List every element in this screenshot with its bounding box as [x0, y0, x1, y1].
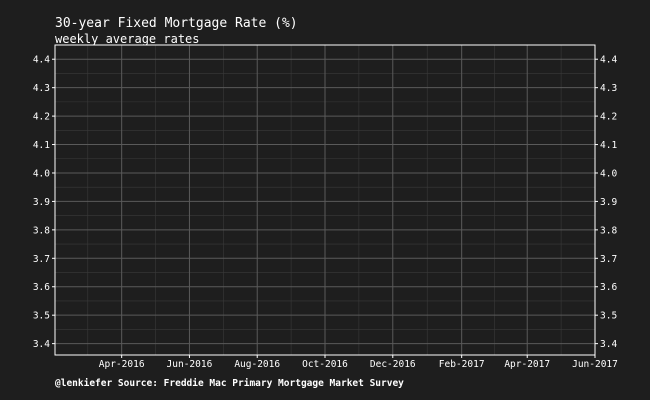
chart-title: 30-year Fixed Mortgage Rate (%): [55, 16, 298, 31]
y-tick-label-right: 3.9: [600, 197, 617, 208]
x-tick-label: Aug-2016: [234, 359, 280, 370]
y-tick-label-left: 3.9: [33, 197, 50, 208]
y-tick-label-right: 3.4: [600, 339, 617, 350]
y-tick-label-right: 4.4: [600, 55, 617, 66]
x-tick-label: Oct-2016: [302, 359, 348, 370]
x-tick-label: Dec-2016: [370, 359, 416, 370]
y-tick-label-left: 4.3: [33, 83, 50, 94]
x-tick-label: Feb-2017: [439, 359, 485, 370]
y-tick-label-left: 4.0: [33, 168, 50, 179]
y-tick-label-left: 3.6: [33, 282, 50, 293]
y-axis-left: 3.4 3.5 3.6 3.7 3.8 3.9 4.0 4.1 4.2 4.3 4.4: [33, 55, 55, 350]
y-tick-label-left: 3.4: [33, 339, 50, 350]
y-tick-label-right: 3.8: [600, 225, 617, 236]
y-tick-label-left: 4.2: [33, 112, 50, 123]
y-tick-label-left: 3.7: [33, 254, 50, 265]
major-gridlines: [55, 45, 596, 355]
y-tick-label-right: 3.5: [600, 311, 617, 322]
y-tick-label-left: 4.4: [33, 55, 50, 66]
x-tick-label: Apr-2017: [504, 359, 550, 370]
y-tick-label-right: 4.1: [600, 140, 617, 151]
y-tick-label-right: 4.2: [600, 112, 617, 123]
y-tick-label-right: 4.3: [600, 83, 617, 94]
y-tick-label-left: 4.1: [33, 140, 50, 151]
y-tick-label-right: 3.6: [600, 282, 617, 293]
x-tick-label: Apr-2016: [99, 359, 145, 370]
y-axis-right: 3.4 3.5 3.6 3.7 3.8 3.9 4.0 4.1 4.2 4.3 4.4: [595, 55, 617, 350]
y-tick-label-right: 4.0: [600, 168, 617, 179]
x-tick-label: Jun-2017: [572, 359, 618, 370]
chart-caption: @lenkiefer Source: Freddie Mac Primary M…: [55, 378, 404, 389]
y-tick-label-left: 3.8: [33, 225, 50, 236]
y-tick-label-right: 3.7: [600, 254, 617, 265]
y-tick-label-left: 3.5: [33, 311, 50, 322]
x-tick-label: Jun-2016: [167, 359, 213, 370]
chart-subtitle: weekly average rates: [55, 32, 200, 46]
x-axis: Apr-2016 Jun-2016 Aug-2016 Oct-2016 Dec-2016…: [99, 355, 618, 370]
